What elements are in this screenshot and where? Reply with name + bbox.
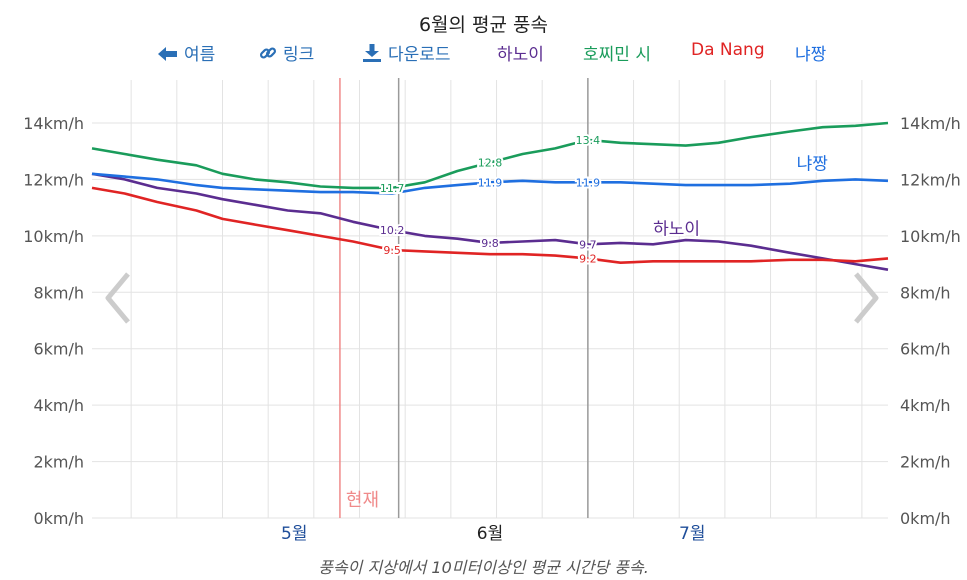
y-tick-label-right: 6km/h [900, 340, 951, 359]
y-tick-label-left: 14km/h [23, 114, 84, 133]
summer-button[interactable]: 여름 [158, 40, 215, 65]
y-tick-label-right: 4km/h [900, 396, 951, 415]
data-label-1: 11.7 [380, 182, 405, 195]
data-label-0: 9.8 [481, 237, 499, 250]
toolbar: 여름 링크 다운로드 하노이 호찌민 시 Da Nang 냐짱 [0, 40, 967, 66]
data-label-1: 12.8 [478, 157, 503, 170]
y-tick-label-left: 12km/h [23, 170, 84, 189]
legend-label-danang: Da Nang [691, 40, 765, 60]
chart-title: 6월의 평균 풍속 [418, 14, 549, 36]
y-tick-label-right: 12km/h [900, 170, 961, 189]
y-tick-label-left: 4km/h [33, 396, 84, 415]
series-line-1 [91, 121, 889, 190]
download-icon [363, 44, 381, 62]
legend-item-nhatrang[interactable]: 냐짱 [795, 40, 826, 65]
data-label-1: 13.4 [576, 134, 601, 147]
y-tick-label-left: 0km/h [33, 509, 84, 528]
series-line-3 [91, 172, 889, 195]
x-tick-label: 5월 [281, 524, 307, 544]
data-label-3: 11.9 [576, 176, 601, 189]
y-tick-label-right: 2km/h [900, 453, 951, 472]
series-end-label-3: 냐짱 [797, 155, 829, 175]
legend-label-hcmc: 호찌민 시 [583, 45, 651, 65]
download-label: 다운로드 [388, 45, 451, 65]
chevron-left-icon[interactable] [102, 270, 134, 326]
chevron-right-icon[interactable] [850, 270, 882, 326]
legend-item-danang[interactable]: Da Nang [691, 40, 765, 60]
y-tick-label-left: 8km/h [33, 283, 84, 302]
legend-item-hcmc[interactable]: 호찌민 시 [583, 40, 651, 65]
link-button[interactable]: 링크 [259, 40, 314, 65]
link-label: 링크 [283, 45, 315, 65]
series-line-2 [91, 186, 889, 265]
chart-plot: 0km/h 0km/h 2km/h 2km/h 4km/h 4km/h 6km/h 6km/h… [23, 78, 961, 544]
legend-label-hanoi: 하노이 [497, 45, 544, 65]
data-label-0: 9.7 [579, 238, 597, 251]
legend-item-hanoi[interactable]: 하노이 [497, 40, 544, 65]
now-label: 현재 [346, 490, 379, 511]
y-tick-label-left: 6km/h [33, 340, 84, 359]
y-tick-label-right: 10km/h [900, 227, 961, 246]
y-tick-label-left: 2km/h [33, 453, 84, 472]
y-tick-label-left: 10km/h [23, 227, 84, 246]
x-tick-label: 7월 [679, 524, 705, 544]
chart-caption: 풍속이 지상에서 10미터이상인 평균 시간당 풍속. [318, 558, 649, 577]
y-tick-label-right: 14km/h [900, 114, 961, 133]
link-icon [259, 47, 277, 59]
series-end-label-0: 하노이 [653, 219, 700, 239]
x-tick-label: 6월 [477, 524, 503, 544]
y-tick-label-right: 0km/h [900, 509, 951, 528]
series-line-0 [91, 172, 889, 271]
data-label-3: 11.9 [478, 176, 503, 189]
y-tick-label-right: 8km/h [900, 283, 951, 302]
summer-label: 여름 [184, 45, 216, 65]
data-label-0: 10.2 [380, 224, 405, 237]
arrow-left-icon [158, 47, 177, 61]
data-label-2: 9.2 [579, 252, 597, 265]
download-button[interactable]: 다운로드 [362, 40, 451, 65]
legend-label-nhatrang: 냐짱 [795, 45, 827, 65]
data-label-2: 9.5 [383, 244, 401, 257]
